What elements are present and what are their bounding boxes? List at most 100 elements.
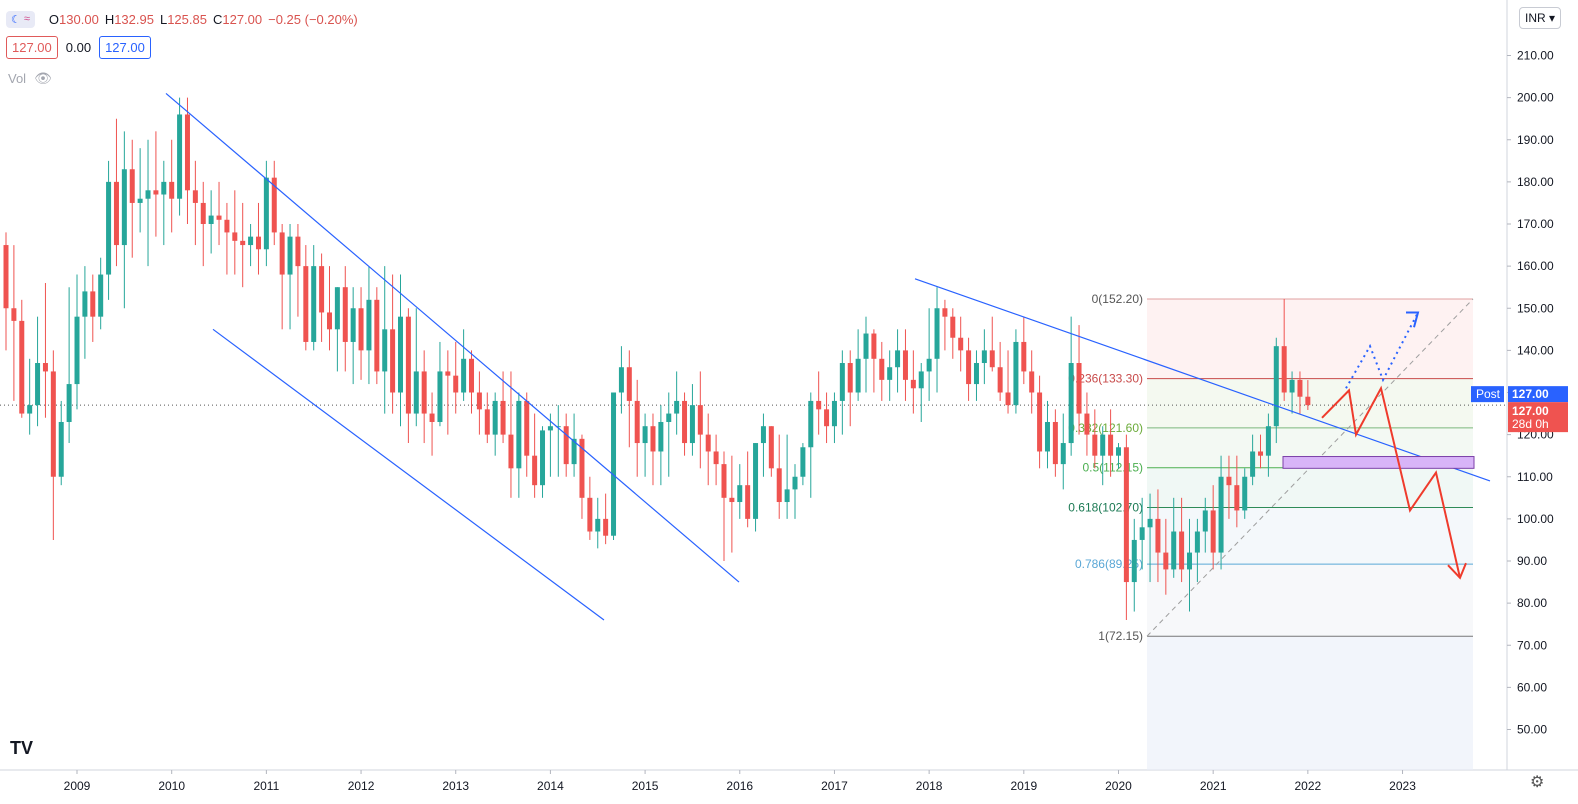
candle-body [1013,341,1019,406]
candle-body [303,266,309,342]
x-tick-label: 2012 [348,779,375,793]
candle-body [958,337,964,351]
candle-body [1163,552,1169,570]
candle-body [642,426,648,444]
candle-body [626,367,632,401]
countdown-text: 28d 0h [1512,417,1549,431]
candle-body [689,405,695,444]
x-tick-label: 2019 [1010,779,1037,793]
y-tick-label: 110.00 [1517,470,1553,484]
x-tick-label: 2016 [726,779,753,793]
projected-path-bullish [1345,312,1419,389]
candle-body [66,384,72,422]
x-tick-label: 2023 [1389,779,1416,793]
candle-body [1281,346,1287,393]
candle-body [461,358,467,393]
y-tick-label: 60.00 [1517,680,1547,694]
upper-channel-line [165,92,740,583]
arrowhead-bullish [1406,311,1420,328]
candle-body [863,333,869,359]
input-value-c[interactable]: 127.00 [99,36,151,59]
candle-body [887,367,893,380]
fib-level-label: 1(72.15) [1098,629,1143,643]
eye-hidden-icon[interactable]: 👁 [34,70,52,86]
candle-body [350,308,356,342]
y-tick-label: 70.00 [1517,638,1547,652]
candle-body [1021,341,1027,372]
candle-body [445,371,451,376]
candle-body [58,421,64,477]
candle-body [895,350,901,368]
fib-level-label: 0(152.20) [1092,292,1143,306]
candle-body [98,274,104,317]
moon-icon[interactable]: ☾ [11,13,21,26]
candle-body [847,363,853,393]
candle-body [11,308,17,321]
candle-body [1194,531,1200,553]
candle-body [1147,518,1153,528]
gear-icon[interactable]: ⚙ [1530,774,1545,791]
candle-body [1084,413,1090,435]
candle-body [1123,447,1129,583]
candle-body [216,215,222,220]
candle-body [121,169,127,246]
candle-body [1273,346,1279,427]
candle-body [1005,392,1011,406]
chart-type-toggle[interactable]: ☾ ≈ [6,10,35,28]
candle-body [200,202,206,224]
candle-body [145,190,151,199]
ohlc-legend: ☾ ≈ O 130.00 H 132.95 L 125.85 C 127.00 −0.2… [6,6,358,32]
candle-body [926,358,932,372]
candle-body [816,400,822,410]
last-price-text: 127.00 [1512,404,1549,418]
candle-body [902,350,908,380]
candle-body [1076,363,1082,414]
candle-body [871,333,877,359]
candle-body [177,114,183,199]
last-price-bg [1508,402,1568,433]
candle-body [374,299,380,372]
candle-body [1202,510,1208,532]
currency-label: INR [1525,11,1546,25]
x-tick-label: 2011 [253,779,279,793]
post-value-text: 127.00 [1512,387,1549,401]
candle-body [824,409,830,427]
candle-body [831,400,837,427]
candle-body [500,400,506,435]
high-label: H [104,11,115,27]
currency-selector[interactable]: INR ▾ [1519,7,1562,29]
x-tick-label: 2013 [442,779,469,793]
candle-body [184,114,190,191]
candle-body [595,518,601,532]
candle-body [682,400,688,444]
candle-body [50,371,56,477]
waves-icon[interactable]: ≈ [23,13,30,25]
candle-body [334,287,340,330]
candle-body [918,371,924,389]
candle-body [524,400,530,456]
volume-label: Vol [8,71,27,86]
candle-body [563,426,569,465]
candle-body [82,291,88,317]
candle-body [1242,476,1248,511]
candle-body [1139,527,1145,540]
fib-band [1147,507,1473,565]
x-tick-label: 2010 [158,779,185,793]
candle-body [997,367,1003,393]
candle-body [382,329,388,372]
candle-body [263,177,269,250]
x-tick-label: 2014 [537,779,564,793]
candle-body [839,363,845,401]
input-value-a[interactable]: 127.00 [6,36,58,59]
candle-body [42,363,48,372]
support-zone-box [1282,456,1475,469]
x-tick-label: 2009 [64,779,91,793]
candle-body [390,329,396,393]
candle-body [934,308,940,359]
candle-body [721,464,727,498]
candle-body [658,421,664,452]
candle-body [27,405,33,414]
candle-body [760,426,766,444]
high-value: 132.95 [114,11,154,27]
